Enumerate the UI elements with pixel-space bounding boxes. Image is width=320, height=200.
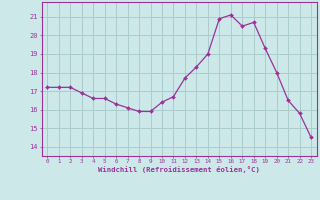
X-axis label: Windchill (Refroidissement éolien,°C): Windchill (Refroidissement éolien,°C) xyxy=(98,166,260,173)
